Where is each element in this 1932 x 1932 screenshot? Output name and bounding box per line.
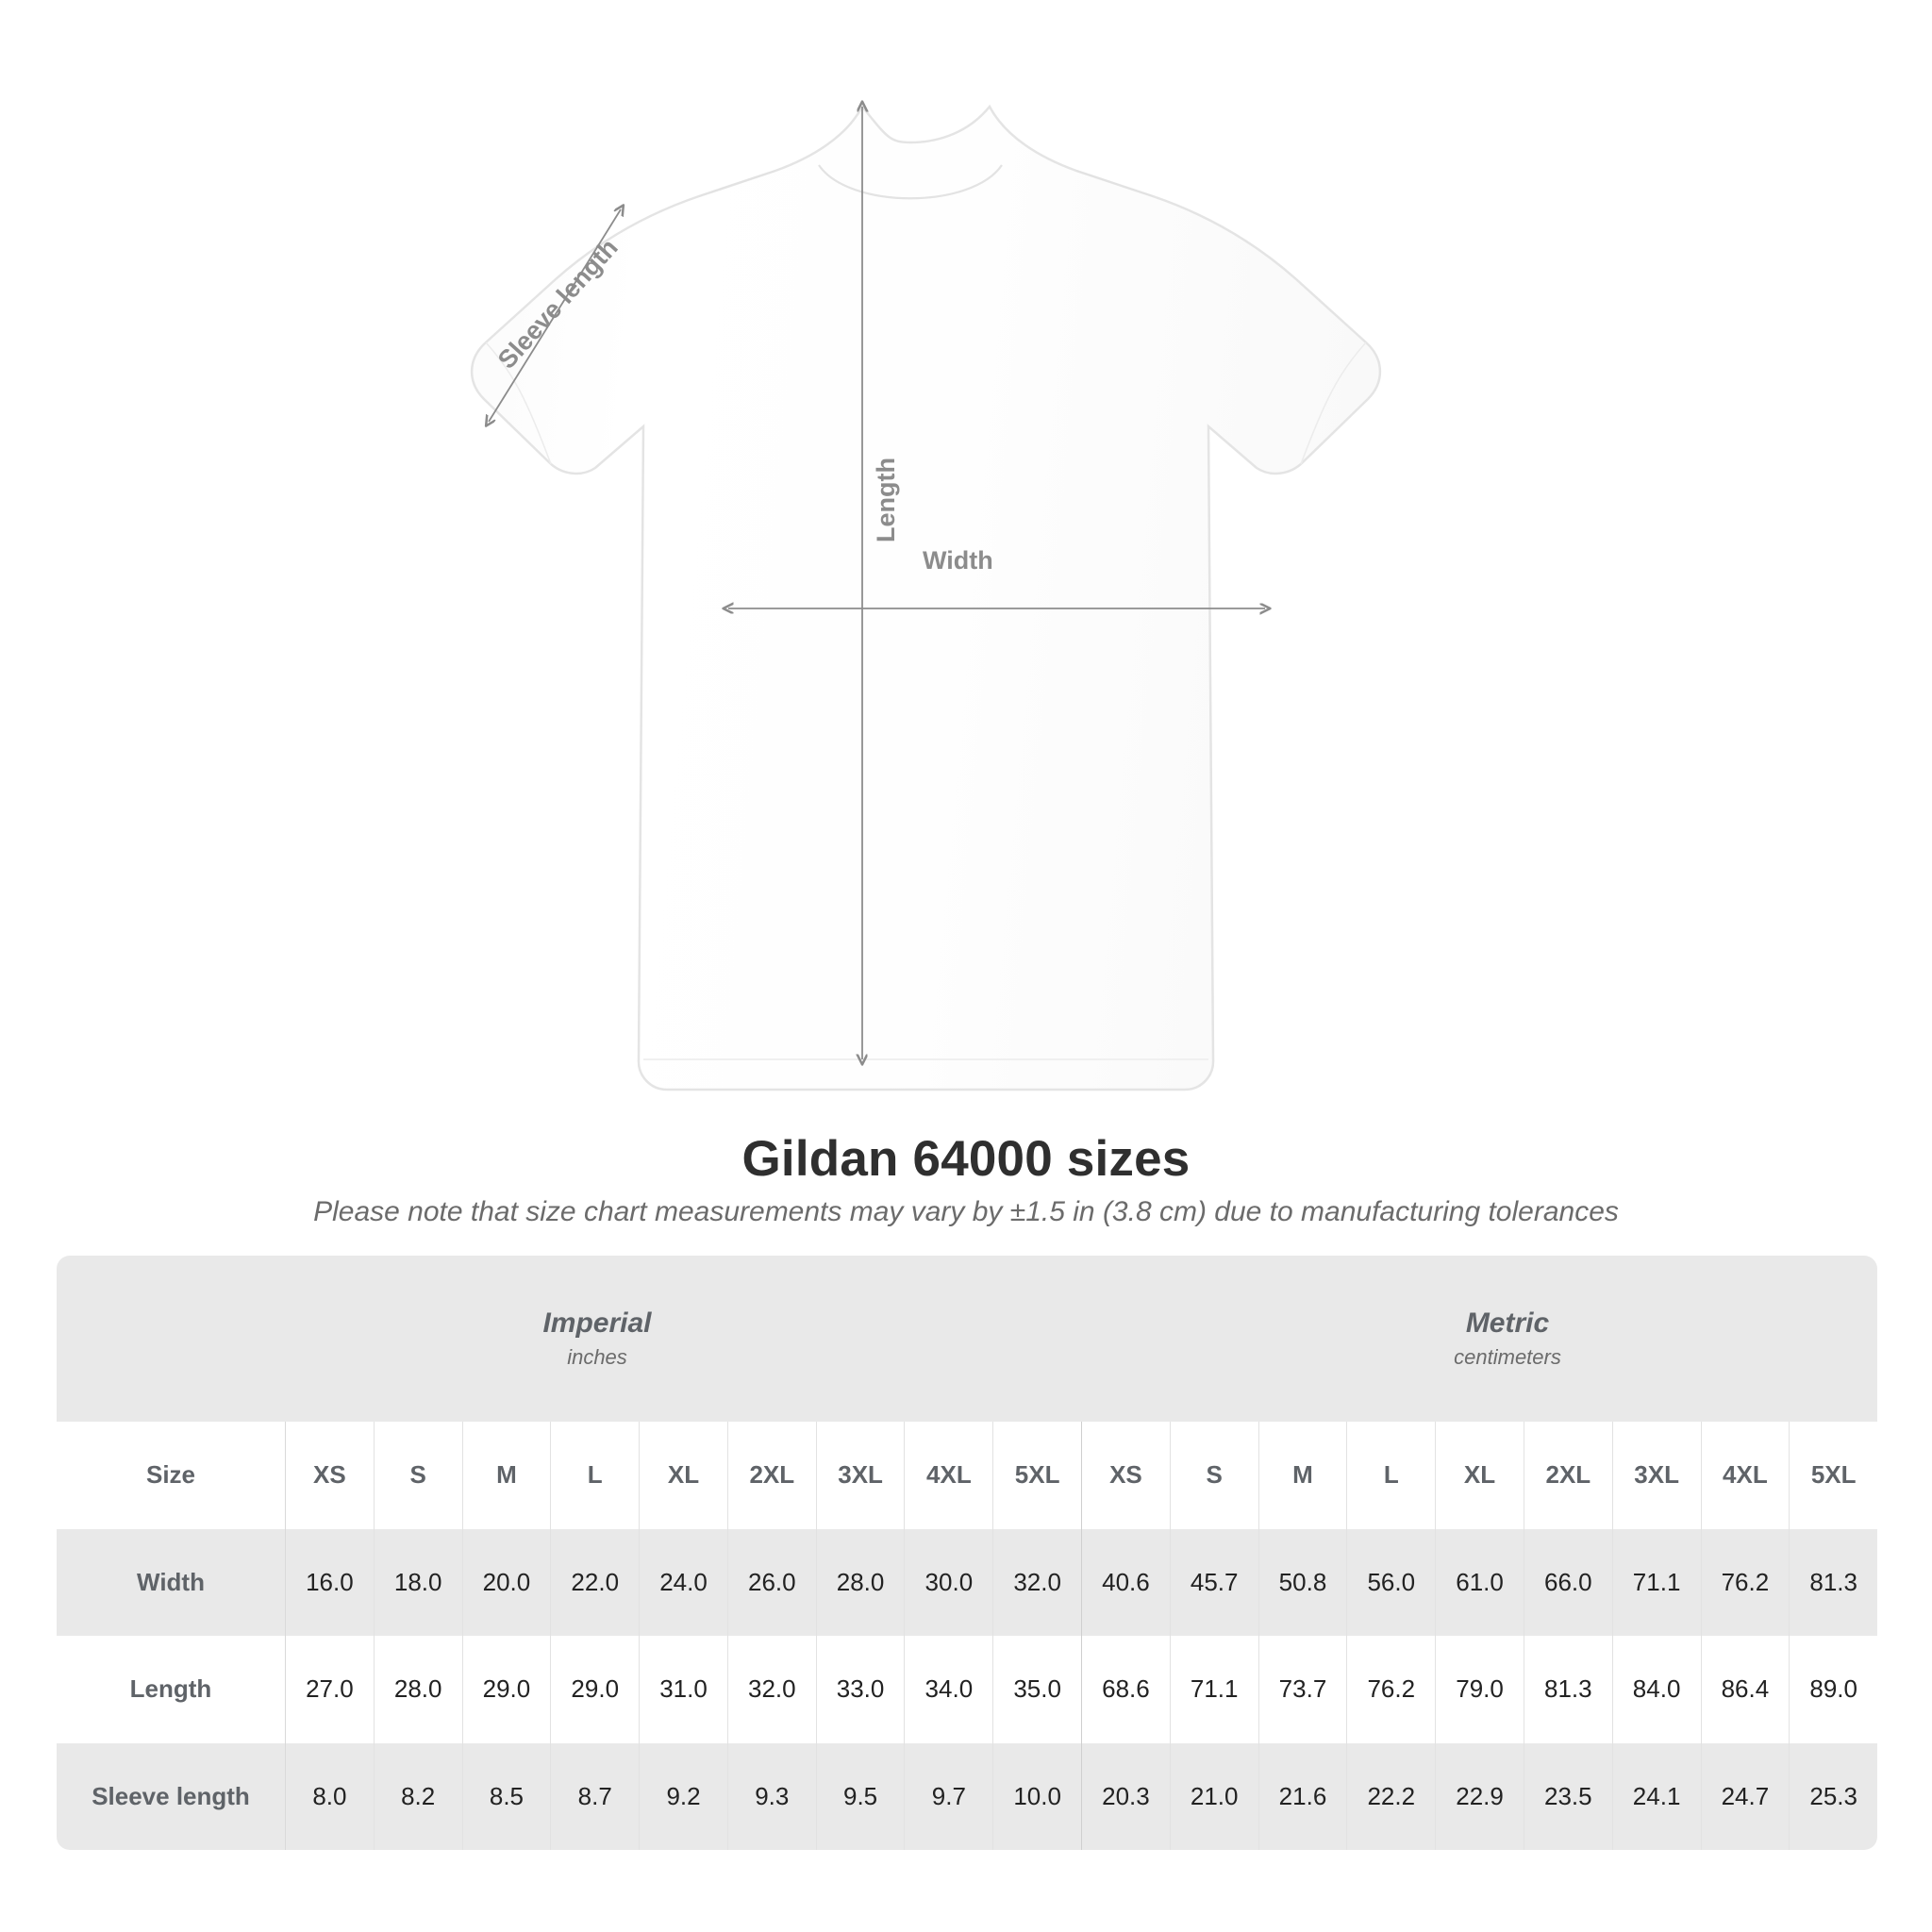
svg-text:Width: Width xyxy=(923,546,993,575)
svg-text:Length: Length xyxy=(872,458,900,542)
